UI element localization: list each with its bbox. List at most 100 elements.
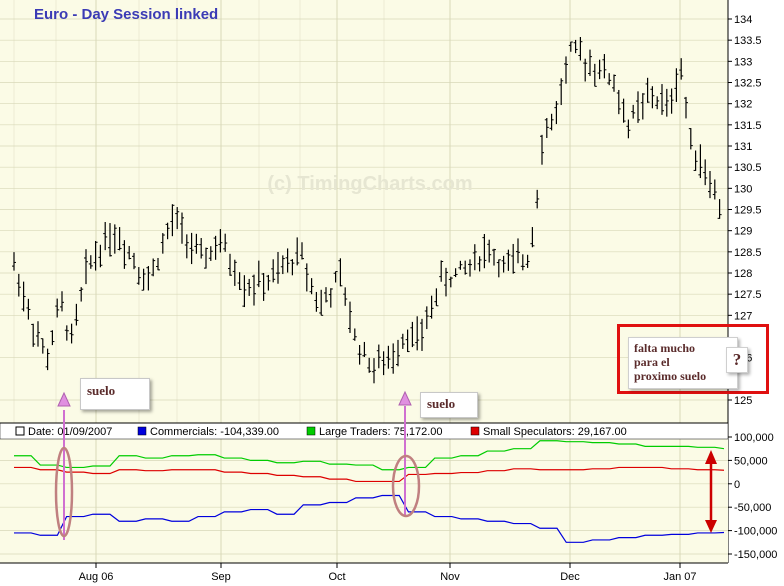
ohlc-bar	[434, 288, 439, 307]
ohlc-bar	[309, 278, 314, 295]
ohlc-bar	[74, 303, 79, 326]
ohlc-bar	[60, 291, 64, 312]
chart-title: Euro - Day Session linked	[34, 6, 218, 23]
ohlc-bar	[703, 159, 708, 186]
ohlc-bar	[285, 248, 290, 273]
ohlc-bar	[12, 252, 16, 271]
ohlc-bar	[127, 245, 132, 260]
ohlc-bar	[300, 242, 304, 260]
ohlc-bar	[708, 170, 712, 199]
cot-tick-label: 100,000	[734, 432, 774, 444]
ellipse-low-1	[54, 446, 74, 538]
ohlc-bar	[444, 267, 448, 297]
ohlc-bar	[112, 224, 117, 254]
ohlc-bar	[525, 254, 530, 268]
ohlc-bar	[343, 287, 348, 306]
price-tick-label: 127	[734, 310, 752, 322]
series-line-commercials	[14, 494, 725, 543]
ohlc-bar	[684, 96, 688, 119]
ohlc-bar	[146, 266, 151, 291]
ohlc-bar	[549, 113, 554, 131]
arrowhead-suelo-2	[398, 390, 412, 406]
ohlc-bar	[40, 338, 45, 354]
ohlc-bar	[554, 101, 559, 125]
price-tick-label: 128.5	[734, 247, 762, 259]
ohlc-bar	[271, 259, 276, 283]
ohlc-bar	[79, 287, 84, 302]
legend-large-traders: Large Traders: 75,172.00	[319, 426, 443, 438]
ohlc-bar	[362, 341, 367, 357]
annotation-note-line3: proximo suelo	[634, 369, 707, 383]
price-tick-label: 129.5	[734, 205, 762, 217]
ohlc-bar	[578, 36, 583, 61]
ohlc-bar	[376, 344, 381, 369]
annotation-suelo-2: suelo	[420, 392, 478, 418]
arrowhead-distance-up	[705, 450, 717, 464]
price-tick-label: 130.5	[734, 162, 762, 174]
ohlc-bar	[573, 39, 578, 54]
annotation-box: falta mucho para el proximo suelo ?	[617, 324, 769, 394]
cot-lines	[14, 440, 725, 543]
ohlc-bar	[477, 256, 482, 272]
x-axis: Aug 06 Sep Oct Nov Dec Jan 07	[0, 422, 728, 583]
ohlc-bar	[520, 254, 525, 271]
ohlc-bar	[544, 117, 549, 138]
ohlc-bar	[535, 189, 540, 209]
cot-tick-label: -50,000	[734, 502, 771, 514]
ohlc-bar	[482, 233, 487, 269]
x-tick-label: Sep	[211, 571, 231, 583]
ohlc-bar	[290, 259, 295, 276]
ohlc-bar	[367, 357, 372, 373]
price-tick-label: 128	[734, 268, 752, 280]
ohlc-bar	[645, 77, 650, 103]
x-tick-label: Dec	[560, 571, 580, 583]
x-tick-label: Jan 07	[663, 571, 696, 583]
ohlc-bar	[151, 258, 156, 277]
price-tick-label: 133.5	[734, 35, 762, 47]
cot-tick-label: -150,000	[734, 549, 777, 561]
ohlc-bar	[247, 278, 252, 296]
ohlc-bar	[612, 74, 616, 92]
ohlc-bar	[597, 59, 602, 80]
price-tick-label: 129	[734, 226, 752, 238]
ohlc-bar	[357, 344, 362, 365]
ohlc-bar	[506, 249, 511, 271]
ohlc-bar	[136, 267, 141, 285]
ohlc-bar	[228, 253, 232, 276]
ohlc-bar	[458, 260, 463, 270]
price-tick-label: 130	[734, 183, 752, 195]
ohlc-bar	[636, 91, 640, 123]
ohlc-bar	[386, 345, 391, 369]
ohlc-bar	[650, 86, 655, 109]
ohlc-bar	[338, 258, 343, 287]
legend-date: Date: 01/09/2007	[28, 426, 112, 438]
ohlc-bar	[26, 298, 31, 320]
annotation-question: ?	[726, 347, 748, 373]
ohlc-bar	[280, 255, 285, 275]
ohlc-bar	[117, 227, 122, 251]
ohlc-bar	[328, 288, 333, 308]
ohlc-bar	[429, 295, 434, 319]
ohlc-bar	[410, 321, 415, 348]
ohlc-bar	[132, 252, 136, 270]
ohlc-bar	[669, 88, 674, 114]
price-tick-label: 125	[734, 395, 752, 407]
ohlc-bar	[712, 179, 717, 200]
ohlc-bar	[492, 248, 496, 266]
ohlc-bar	[199, 238, 204, 259]
ohlc-bar	[616, 89, 621, 115]
markups	[54, 390, 717, 540]
ohlc-bar	[448, 276, 453, 288]
price-tick-label: 133	[734, 56, 752, 68]
ohlc-bar	[583, 58, 588, 82]
ohlc-bar	[237, 272, 242, 290]
x-tick-label: Nov	[440, 571, 460, 583]
ohlc-bar	[50, 330, 55, 346]
ohlc-bar	[453, 268, 458, 278]
ohlc-bar	[511, 243, 516, 274]
ohlc-bar	[84, 249, 88, 285]
ohlc-bar	[141, 268, 146, 291]
ohlc-bar	[568, 41, 573, 52]
ohlc-bar	[276, 251, 280, 284]
